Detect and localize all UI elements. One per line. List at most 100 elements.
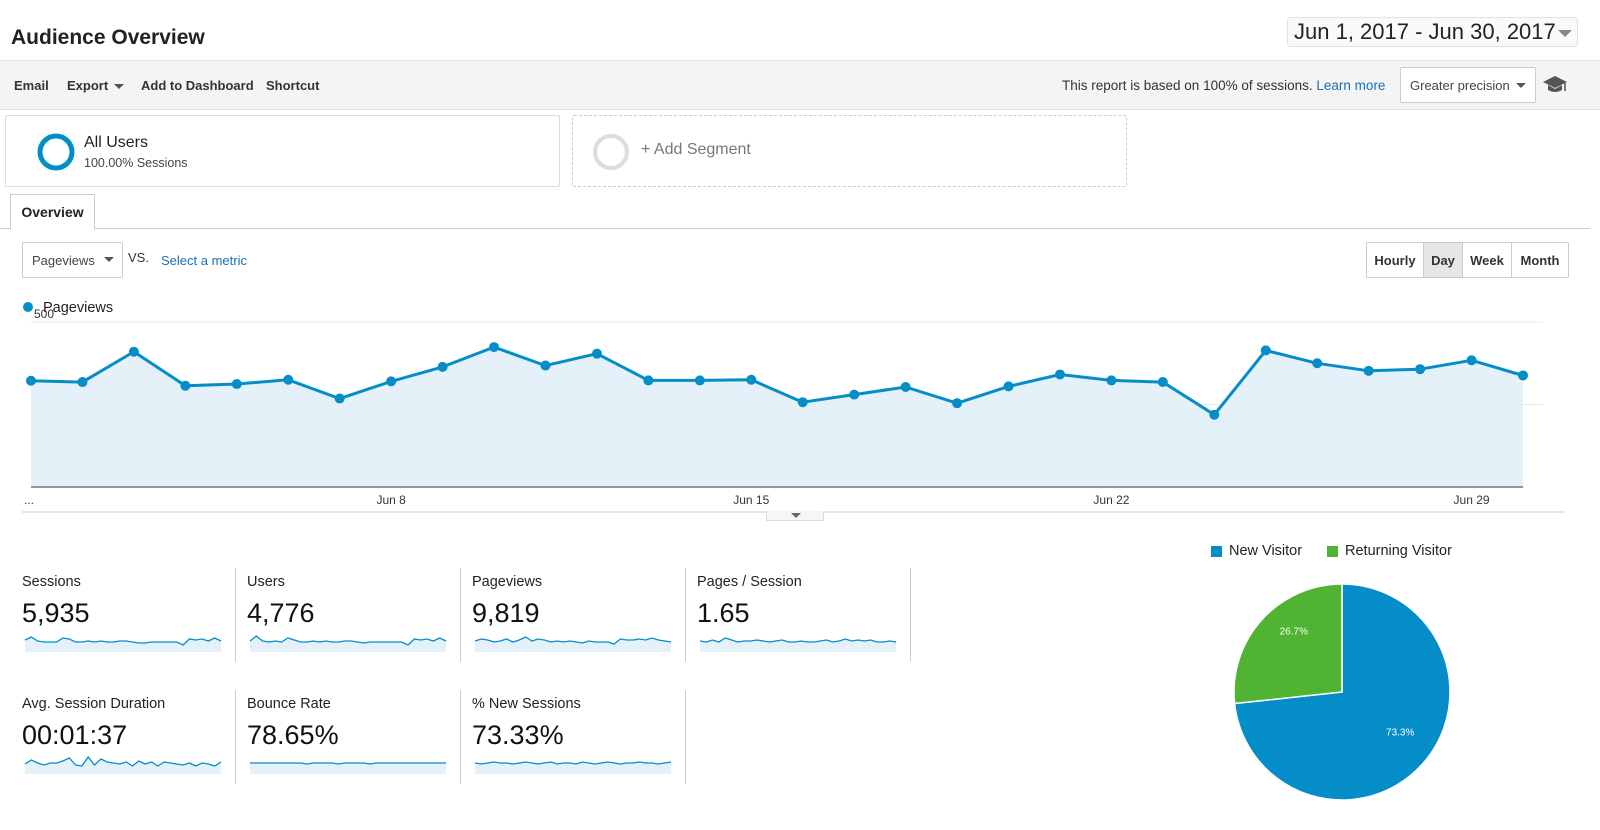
add-to-dashboard-button[interactable]: Add to Dashboard: [141, 78, 254, 93]
granularity-hourly-button[interactable]: Hourly: [1367, 243, 1424, 277]
data-point[interactable]: [1466, 355, 1477, 366]
data-point[interactable]: [1260, 345, 1271, 356]
x-tick-label: Jun 22: [1093, 493, 1129, 507]
segment-all-users[interactable]: All Users 100.00% Sessions: [5, 115, 560, 187]
segment-sub: 100.00% Sessions: [84, 156, 188, 170]
segment-ring-icon: [37, 133, 75, 171]
export-button[interactable]: Export: [67, 78, 125, 93]
data-point[interactable]: [77, 377, 88, 388]
metric-sparkline: [699, 637, 897, 652]
data-point[interactable]: [694, 375, 705, 386]
pageviews-area: [31, 347, 1523, 487]
sparkline-line: [249, 635, 447, 646]
data-point[interactable]: [437, 361, 448, 372]
metric-sparkline: [24, 755, 222, 774]
email-button[interactable]: Email: [14, 78, 49, 93]
metric-card[interactable]: Bounce Rate 78.65%: [247, 696, 467, 790]
x-tick-label: ...: [24, 493, 34, 507]
chevron-down-icon: [1516, 83, 1526, 88]
metric-value: 00:01:37: [22, 720, 128, 750]
chevron-down-icon: [104, 257, 114, 262]
data-point[interactable]: [1363, 365, 1374, 376]
sparkline-area: [475, 762, 671, 774]
metric-value: 4,776: [247, 598, 315, 628]
data-point[interactable]: [1312, 358, 1323, 369]
data-point[interactable]: [1415, 364, 1426, 375]
x-tick-label: Jun 15: [733, 493, 769, 507]
metric-card[interactable]: Users 4,776: [247, 574, 467, 668]
sparkline-line: [474, 636, 672, 645]
metric-card[interactable]: Pages / Session 1.65: [697, 574, 917, 668]
legend-returning-visitor-swatch: [1327, 546, 1338, 557]
data-point[interactable]: [489, 342, 500, 353]
sparkline-area: [475, 637, 671, 652]
metric-sparkline: [474, 761, 672, 774]
slice-returning-visitor[interactable]: [1233, 583, 1343, 705]
data-point[interactable]: [1209, 409, 1220, 420]
metric-divider: [235, 568, 236, 662]
metric-divider: [685, 690, 686, 784]
metric-label: Bounce Rate: [247, 696, 331, 712]
data-point[interactable]: [900, 382, 911, 393]
select-metric-link[interactable]: Select a metric: [161, 253, 247, 268]
data-point[interactable]: [1157, 377, 1168, 388]
data-point[interactable]: [952, 398, 963, 409]
learn-more-link[interactable]: Learn more: [1316, 78, 1386, 93]
metric-card[interactable]: % New Sessions 73.33%: [472, 696, 692, 790]
metric-value: 73.33%: [472, 720, 564, 750]
chart-collapse-handle[interactable]: [766, 511, 824, 521]
data-point[interactable]: [283, 374, 294, 385]
metric-dropdown[interactable]: Pageviews: [22, 242, 123, 278]
data-point[interactable]: [797, 397, 808, 408]
granularity-week-button[interactable]: Week: [1463, 243, 1512, 277]
metric-value: 78.65%: [247, 720, 339, 750]
metric-card[interactable]: Sessions 5,935: [22, 574, 242, 668]
granularity-day-button[interactable]: Day: [1424, 243, 1463, 277]
add-segment-label: + Add Segment: [641, 141, 751, 158]
data-point[interactable]: [591, 348, 602, 359]
precision-dropdown[interactable]: Greater precision: [1400, 67, 1536, 103]
metric-divider: [460, 568, 461, 662]
pageviews-line: [30, 345, 1524, 417]
sparkline-area: [250, 763, 446, 774]
metric-label: Pages / Session: [697, 574, 802, 590]
metric-card[interactable]: Avg. Session Duration 00:01:37: [22, 696, 242, 790]
metric-value: 5,935: [22, 598, 90, 628]
data-point[interactable]: [1003, 381, 1014, 392]
x-tick-label: Jun 8: [376, 493, 406, 507]
data-point[interactable]: [1518, 370, 1528, 381]
data-point[interactable]: [746, 374, 757, 385]
data-point[interactable]: [26, 375, 36, 386]
date-range-picker[interactable]: Jun 1, 2017 - Jun 30, 2017: [1287, 17, 1578, 47]
legend-pageviews-label: Pageviews: [43, 300, 113, 316]
sparkline-line: [474, 761, 672, 765]
metric-card[interactable]: Pageviews 9,819: [472, 574, 692, 668]
sparkline-area: [25, 757, 221, 774]
data-point[interactable]: [1106, 375, 1117, 386]
data-point[interactable]: [334, 393, 345, 404]
data-point[interactable]: [849, 389, 860, 400]
data-point[interactable]: [180, 380, 191, 391]
graduation-cap-icon[interactable]: [1542, 74, 1568, 96]
sparkline-line: [24, 636, 222, 646]
data-point[interactable]: [540, 360, 551, 371]
data-point[interactable]: [1054, 369, 1065, 380]
data-point[interactable]: [231, 379, 242, 390]
data-point[interactable]: [643, 375, 654, 386]
shortcut-button[interactable]: Shortcut: [266, 78, 320, 93]
tab-overview[interactable]: Overview: [10, 194, 95, 230]
chevron-down-icon: [1558, 30, 1572, 37]
data-point[interactable]: [386, 376, 397, 387]
visitor-pie-chart: 73.3% 26.7%: [1233, 583, 1451, 801]
sparkline-area: [250, 636, 446, 652]
metric-label: % New Sessions: [472, 696, 581, 712]
legend-new-visitor: New Visitor: [1229, 543, 1303, 559]
x-tick-label: Jun 29: [1454, 493, 1490, 507]
legend-new-visitor-swatch: [1211, 546, 1222, 557]
tab-divider: [0, 228, 1590, 229]
metric-sparkline: [24, 636, 222, 652]
add-segment-slot[interactable]: + Add Segment: [572, 115, 1127, 187]
granularity-month-button[interactable]: Month: [1512, 243, 1568, 277]
data-point[interactable]: [128, 346, 139, 357]
